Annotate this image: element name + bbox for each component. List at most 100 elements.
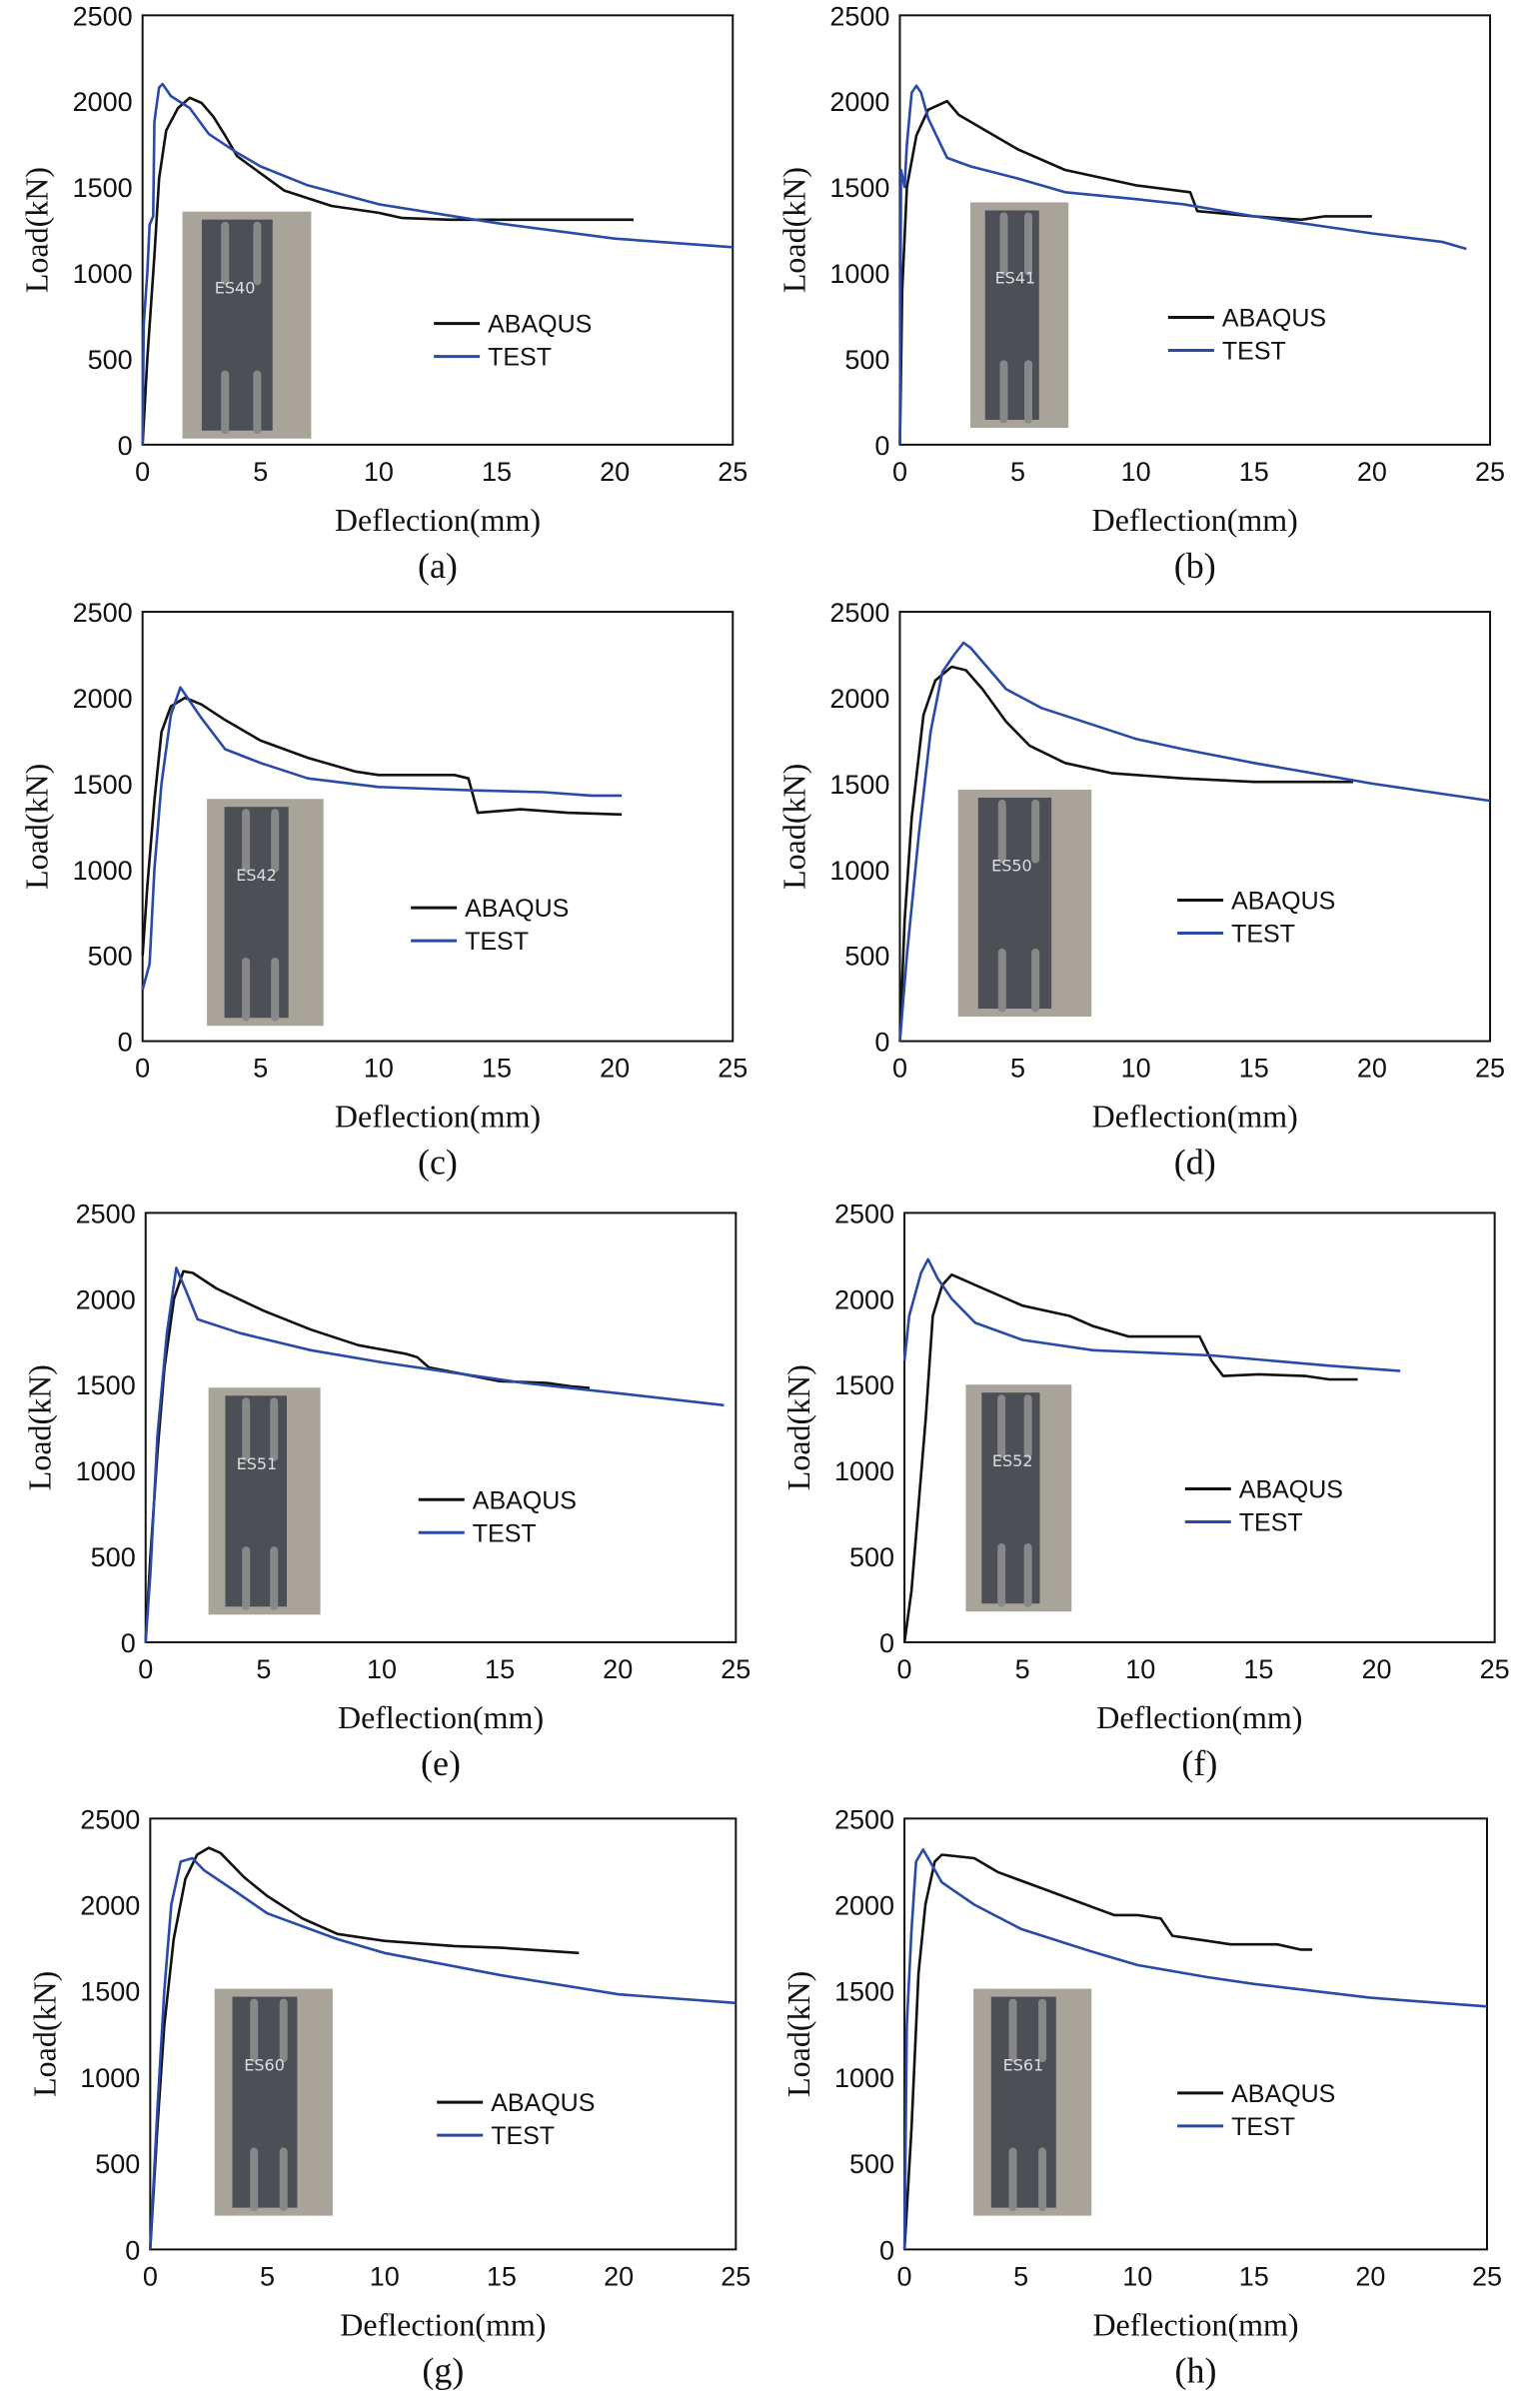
series-line-test: [144, 1266, 725, 1642]
y-tick-label: 1500: [834, 1370, 894, 1400]
x-tick-label: 25: [721, 2261, 751, 2291]
stiffener: [999, 212, 1008, 276]
stiffener: [1023, 1543, 1032, 1607]
x-tick-label: 20: [1357, 457, 1387, 487]
y-tick-label: 2500: [829, 1, 889, 31]
y-tick-label: 0: [125, 2235, 140, 2265]
series-line-test: [149, 1856, 737, 2250]
y-tick-label: 0: [118, 1028, 133, 1058]
x-tick-label: 0: [135, 457, 150, 487]
y-tick-label: 2500: [73, 598, 133, 628]
x-tick-label: 0: [897, 1654, 912, 1684]
legend-label: ABAQUS: [1231, 887, 1335, 915]
x-tick-label: 25: [1480, 1654, 1510, 1684]
x-tick-label: 5: [253, 1054, 268, 1084]
x-tick-label: 10: [367, 1654, 397, 1684]
y-axis-label: Load(kN): [780, 1364, 816, 1490]
y-axis-label: Load(kN): [775, 167, 811, 293]
photo-label: ES50: [991, 857, 1032, 876]
x-tick-label: 5: [260, 2261, 275, 2291]
y-tick-label: 500: [88, 942, 133, 972]
x-tick-label: 15: [1243, 1654, 1273, 1684]
series-line-abaqus: [898, 665, 1353, 1042]
x-tick-label: 5: [1010, 457, 1025, 487]
y-tick-label: 1500: [76, 1370, 136, 1400]
legend-label: ABAQUS: [488, 311, 592, 339]
stiffener: [1038, 2147, 1047, 2212]
stiffener: [271, 958, 280, 1022]
x-tick-label: 10: [1121, 1054, 1151, 1084]
y-tick-label: 1000: [834, 1456, 894, 1486]
panel-label: (h): [1175, 2350, 1217, 2390]
stiffener: [1031, 800, 1040, 864]
y-tick-label: 1000: [76, 1456, 136, 1486]
panel-label: (c): [418, 1143, 458, 1183]
stiffener: [221, 370, 230, 435]
y-tick-label: 0: [874, 1028, 889, 1058]
y-tick-label: 1500: [80, 1977, 140, 2007]
panel-label: (e): [421, 1743, 461, 1783]
x-tick-label: 15: [485, 1654, 515, 1684]
stiffener: [997, 948, 1006, 1013]
plot-frame: [903, 1817, 1488, 2251]
legend-label: TEST: [1231, 920, 1295, 948]
x-tick-label: 5: [1013, 2261, 1028, 2291]
series-line-abaqus: [902, 1853, 1313, 2250]
photo-label: ES42: [236, 866, 277, 885]
legend-label: TEST: [491, 2122, 555, 2150]
x-tick-label: 10: [1121, 457, 1151, 487]
y-tick-label: 2000: [829, 684, 889, 714]
y-axis-label: Load(kN): [22, 1364, 58, 1490]
y-tick-label: 500: [849, 2149, 894, 2179]
stiffener: [242, 1397, 251, 1461]
y-axis-label: Load(kN): [19, 764, 55, 890]
y-tick-label: 2500: [80, 1804, 140, 1834]
y-tick-label: 1500: [73, 173, 133, 203]
stiffener: [271, 809, 280, 873]
y-tick-label: 2000: [834, 1284, 894, 1314]
y-axis-label: Load(kN): [775, 764, 811, 890]
y-tick-label: 1500: [829, 173, 889, 203]
panel-label: (g): [422, 2350, 464, 2390]
series-line-test: [141, 686, 623, 991]
series-line-test: [898, 641, 1491, 1042]
x-tick-label: 20: [600, 1054, 630, 1084]
panel-label: (d): [1174, 1143, 1216, 1183]
y-tick-label: 2000: [80, 1891, 140, 1921]
legend-label: ABAQUS: [465, 895, 569, 923]
legend-label: TEST: [1222, 338, 1286, 366]
specimen-photo: ES40: [182, 211, 312, 439]
x-tick-label: 15: [487, 2261, 517, 2291]
y-tick-label: 0: [121, 1628, 136, 1658]
x-tick-label: 20: [1355, 2261, 1385, 2291]
stiffener: [242, 958, 251, 1022]
x-tick-label: 10: [370, 2261, 400, 2291]
x-axis-label: Deflection(mm): [335, 502, 541, 538]
y-tick-label: 500: [849, 1542, 894, 1572]
x-tick-label: 5: [253, 457, 268, 487]
plot-frame: [144, 1211, 738, 1643]
x-tick-label: 25: [1475, 1054, 1505, 1084]
y-tick-label: 0: [118, 431, 133, 461]
x-tick-label: 5: [1015, 1654, 1030, 1684]
legend-label: TEST: [1231, 2113, 1295, 2141]
photo-label: ES51: [237, 1454, 278, 1473]
stiffener: [250, 2147, 259, 2212]
x-tick-label: 25: [1475, 457, 1505, 487]
legend-label: ABAQUS: [1231, 2080, 1335, 2108]
y-tick-label: 2000: [76, 1284, 136, 1314]
x-axis-label: Deflection(mm): [340, 2306, 546, 2342]
x-tick-label: 20: [604, 2261, 634, 2291]
specimen-plate: [201, 219, 273, 431]
x-tick-label: 15: [1239, 2261, 1269, 2291]
plot-frame: [141, 611, 735, 1043]
y-tick-label: 0: [874, 431, 889, 461]
x-tick-label: 0: [892, 457, 907, 487]
stiffener: [1008, 1998, 1017, 2063]
chart-panel-e: ES51 0 5 10 15 20 25 0 500 1000 1500 2000 2500 Deflec…: [22, 1199, 752, 1783]
panel-label: (a): [418, 546, 458, 586]
specimen-photo: ES52: [965, 1384, 1072, 1612]
chart-panel-d: ES50 0 5 10 15 20 25 0 500 1000 1500 2000 2500 Deflec…: [775, 598, 1505, 1183]
photo-label: ES52: [992, 1451, 1033, 1470]
stiffener: [997, 800, 1006, 864]
